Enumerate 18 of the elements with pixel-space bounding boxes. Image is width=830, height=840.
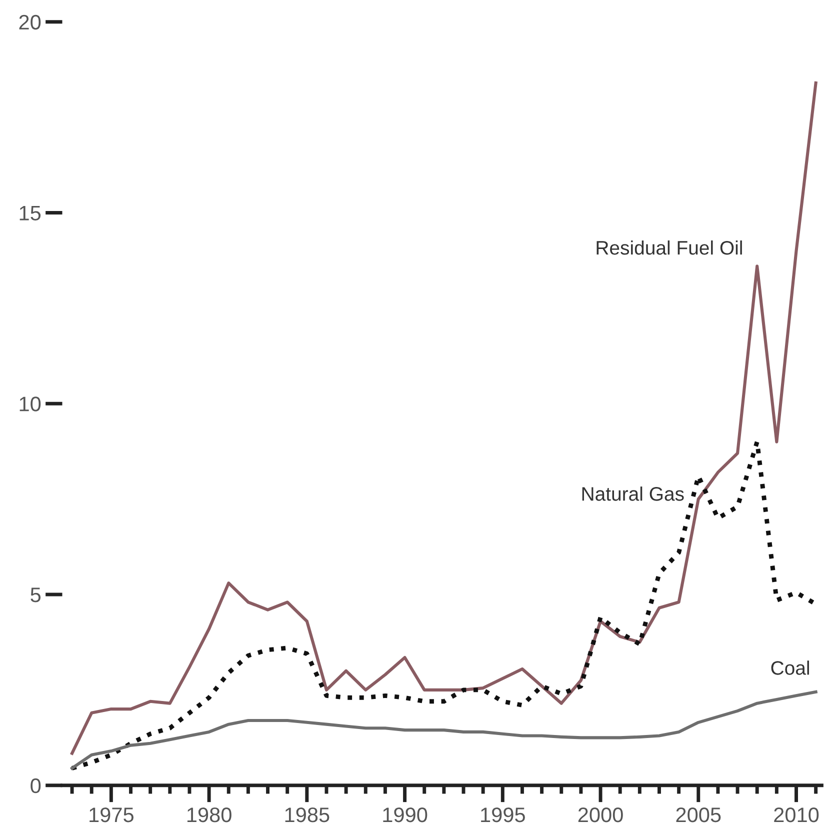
x-tick-label: 1985 [285, 807, 330, 822]
series-label: Coal [771, 660, 809, 675]
line-series [70, 81, 818, 755]
x-tick-label: 2005 [676, 807, 721, 822]
series-label: Residual Fuel Oil [596, 240, 742, 255]
y-tick-label: 20 [19, 14, 41, 30]
x-tick-label: 1995 [481, 807, 525, 822]
y-tick-label: 10 [20, 396, 41, 412]
x-tick-label: 1980 [187, 807, 232, 822]
y-tick-label: 5 [30, 588, 41, 602]
x-tick-label: 2000 [578, 807, 623, 822]
series-label: Natural Gas [582, 486, 684, 501]
line-series [70, 690, 818, 770]
x-tick-label: 1975 [90, 807, 134, 822]
x-tick-label: 1990 [383, 807, 428, 822]
y-tick-label: 15 [20, 206, 41, 220]
y-tick-label: 0 [30, 778, 41, 794]
x-tick-label: 2010 [774, 807, 819, 822]
